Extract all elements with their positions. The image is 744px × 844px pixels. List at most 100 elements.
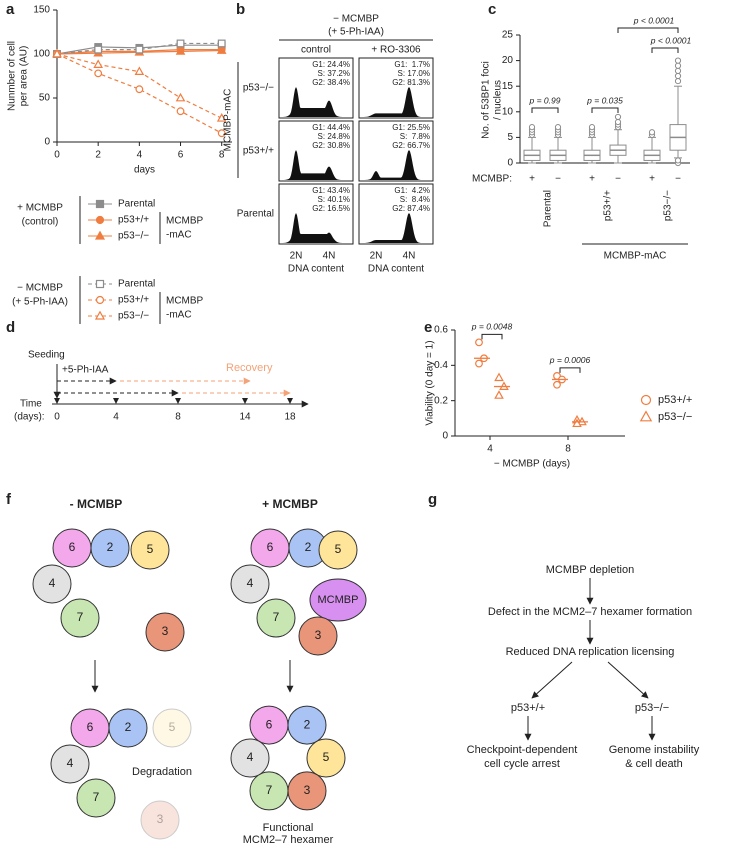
x-tick-label: 4N [323, 251, 336, 262]
y-tick-label: 10 [502, 106, 514, 117]
legend-label: p53−/− [118, 311, 149, 322]
protein-label: MCMBP [318, 594, 359, 606]
mcm-subunit [32, 564, 72, 604]
data-point [175, 92, 186, 102]
mcm-subunit [50, 744, 90, 784]
legend-label: p53+/+ [658, 394, 692, 406]
row-label: p53−/− [243, 83, 274, 94]
phase-stat: S: 37.2% [318, 69, 350, 78]
data-point [52, 48, 62, 58]
subunit-label: 7 [266, 783, 273, 797]
p-value: p = 0.99 [529, 95, 561, 105]
flow-step: Reduced DNA replication licensing [506, 646, 675, 658]
legend-bracket-label: -mAC [166, 310, 192, 321]
mcm-subunit [298, 616, 338, 656]
group-label: p53−/− [663, 190, 674, 221]
data-point [135, 85, 144, 94]
legend-marker [95, 199, 105, 209]
panel-label: d [6, 319, 15, 336]
mcm-subunit [108, 708, 148, 748]
subunit-label: 4 [67, 756, 74, 770]
tick-mark [54, 398, 60, 404]
flier [674, 157, 682, 164]
x-tick-label: + [589, 174, 595, 185]
mcm-subunit [306, 738, 346, 778]
subunit-label: 3 [162, 624, 169, 638]
data-point [216, 45, 227, 54]
significance-bracket [651, 47, 679, 53]
panel-label: c [488, 1, 496, 18]
y-tick-label: 0 [44, 137, 50, 148]
histogram [359, 150, 433, 180]
data-point [217, 129, 226, 138]
legend-marker [95, 215, 105, 225]
tick-label: 4 [113, 412, 119, 423]
phase-stat: S: 8.4% [400, 195, 430, 204]
y-axis-label: per area (AU) [19, 46, 30, 107]
mcm-subunit [230, 738, 270, 778]
series-line [56, 53, 222, 134]
y-tick-label: 5 [507, 132, 513, 143]
phase-stat: G1: 25.5% [392, 123, 430, 132]
data-point [494, 372, 504, 382]
data-point [94, 69, 103, 78]
p-value: p = 0.0048 [471, 322, 513, 332]
y-tick-label: 50 [39, 93, 51, 104]
mcm-subunit [140, 800, 180, 840]
histogram [279, 87, 353, 117]
data-point [135, 45, 144, 54]
x-axis-label: DNA content [288, 264, 344, 275]
legend-marker [639, 410, 653, 422]
phase-stat: S: 40.1% [318, 195, 350, 204]
x-tick-label: − [675, 174, 681, 185]
panel-label: g [428, 491, 437, 508]
label: Seeding [28, 350, 65, 361]
flier [674, 77, 682, 85]
row-group-label: MCMBP-mAC [223, 89, 234, 152]
panel-title: + MCMBP [262, 497, 318, 511]
subunit-label: 5 [323, 750, 330, 764]
subunit-label: 3 [304, 783, 311, 797]
flow-branch: p53−/− [635, 702, 669, 714]
y-tick-label: 100 [33, 49, 50, 60]
data-point [572, 418, 582, 428]
mcm-subunit [230, 564, 270, 604]
data-point [216, 113, 227, 122]
y-axis-label: / nucleus [493, 80, 504, 120]
axis-label: (days): [14, 412, 45, 423]
phase-stat: G2: 16.5% [312, 204, 350, 213]
phase-stat: G2: 30.8% [312, 141, 350, 150]
panel-label: b [236, 1, 245, 18]
panel-label: f [6, 491, 12, 508]
x-tick-label: − [555, 174, 561, 185]
y-tick-label: 0 [442, 431, 448, 442]
phase-stat: G1: 44.4% [312, 123, 350, 132]
legend-bracket-label: MCMBP [166, 296, 204, 307]
legend-label: p53−/− [118, 231, 149, 242]
significance-bracket [481, 333, 503, 340]
legend-marker [94, 230, 106, 240]
tick-label: 18 [284, 412, 296, 423]
panel-label: e [424, 319, 432, 336]
histogram-frame [358, 120, 434, 182]
flow-arrow [607, 661, 649, 699]
y-tick-label: 0 [507, 158, 513, 169]
flier [614, 113, 622, 121]
x-tick-label: − [615, 174, 621, 185]
subunit-label: 3 [157, 812, 164, 826]
subunit-label: 2 [305, 540, 312, 554]
row-label: Parental [237, 209, 274, 220]
mcm-subunit [90, 528, 130, 568]
mcm-subunit [76, 778, 116, 818]
x-tick-label: 4N [403, 251, 416, 262]
phase-stat: G2: 81.3% [392, 78, 430, 87]
tick-label: 14 [239, 412, 251, 423]
y-tick-label: 150 [33, 5, 50, 16]
flow-branch: p53+/+ [511, 702, 545, 714]
y-tick-label: 0.6 [434, 325, 448, 336]
legend-marker [95, 295, 105, 305]
flow-outcome: cell cycle arrest [484, 758, 560, 770]
flow-step: MCMBP depletion [546, 564, 634, 576]
flow-arrow [531, 661, 573, 699]
legend-group-label: (control) [22, 217, 59, 228]
